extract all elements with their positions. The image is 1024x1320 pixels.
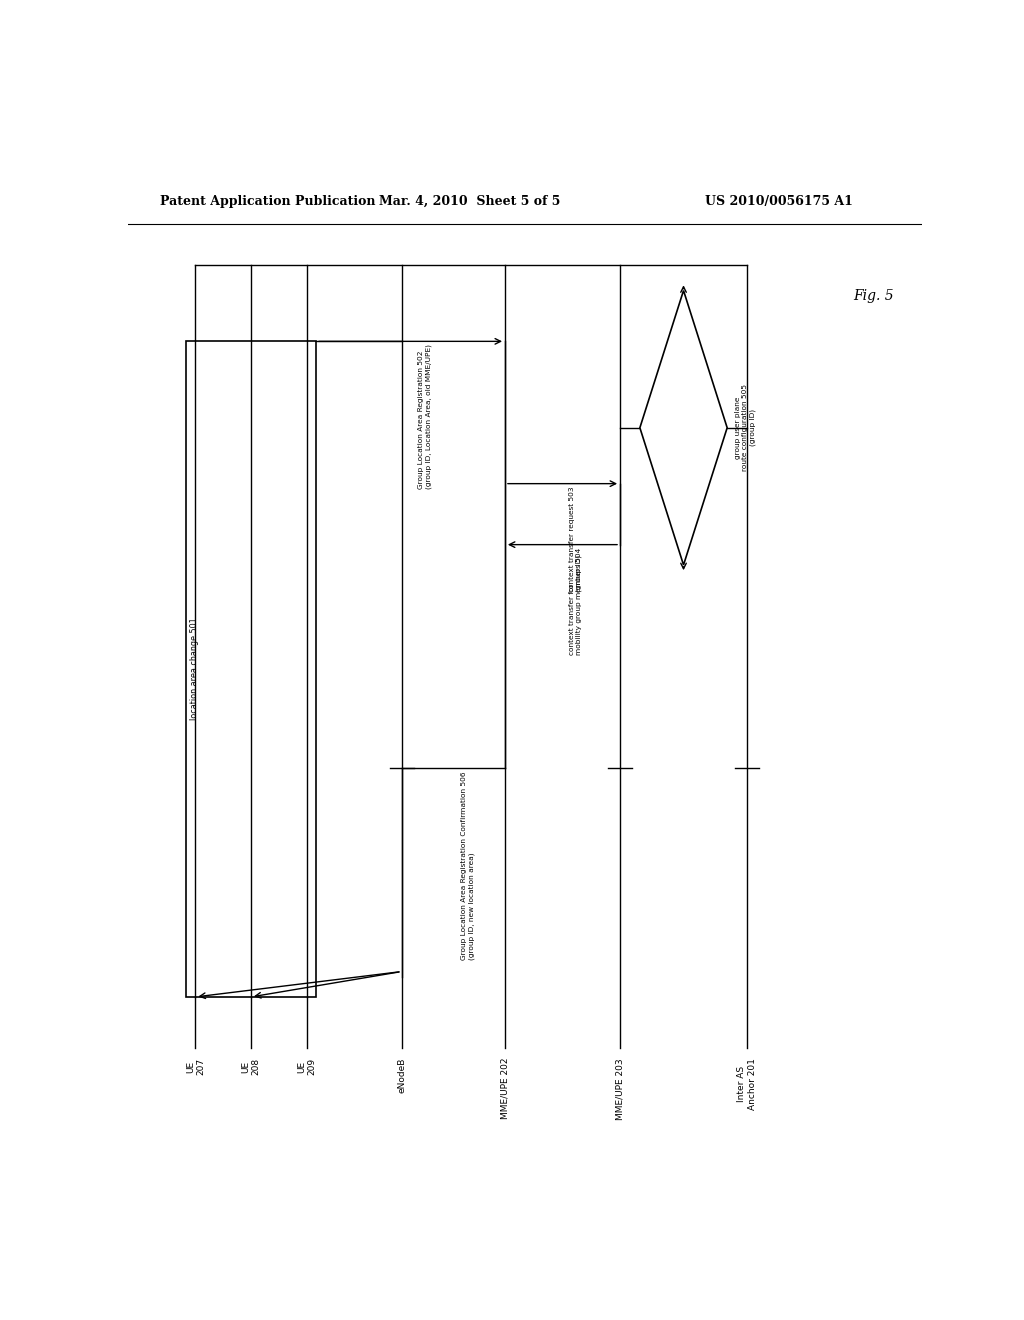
Text: Inter AS
Anchor 201: Inter AS Anchor 201 bbox=[737, 1057, 757, 1110]
Text: Group Location Area Registration Confirmation 506
(group ID, new location area): Group Location Area Registration Confirm… bbox=[461, 771, 475, 960]
Text: UE
207: UE 207 bbox=[185, 1057, 205, 1074]
Text: MME/UPE 203: MME/UPE 203 bbox=[615, 1057, 625, 1119]
Text: group user plane
route configuration 505
(group ID): group user plane route configuration 505… bbox=[735, 384, 756, 471]
Text: UE
209: UE 209 bbox=[297, 1057, 316, 1074]
Text: UE
208: UE 208 bbox=[242, 1057, 261, 1074]
Text: context transfer for
mobility group members 504: context transfer for mobility group memb… bbox=[569, 548, 582, 655]
Text: eNodeB: eNodeB bbox=[397, 1057, 407, 1093]
Text: Patent Application Publication: Patent Application Publication bbox=[160, 194, 375, 207]
Text: Mar. 4, 2010  Sheet 5 of 5: Mar. 4, 2010 Sheet 5 of 5 bbox=[379, 194, 560, 207]
Text: MME/UPE 202: MME/UPE 202 bbox=[501, 1057, 510, 1119]
Text: location area change 501: location area change 501 bbox=[189, 618, 199, 721]
Bar bbox=[186, 342, 316, 997]
Text: context transfer request 503
(group ID): context transfer request 503 (group ID) bbox=[569, 487, 583, 593]
Text: US 2010/0056175 A1: US 2010/0056175 A1 bbox=[705, 194, 853, 207]
Polygon shape bbox=[640, 290, 727, 565]
Text: Fig. 5: Fig. 5 bbox=[854, 289, 894, 302]
Text: Group Location Area Registration 502
(group ID, Location Area, old MME/UPE): Group Location Area Registration 502 (gr… bbox=[419, 345, 432, 490]
